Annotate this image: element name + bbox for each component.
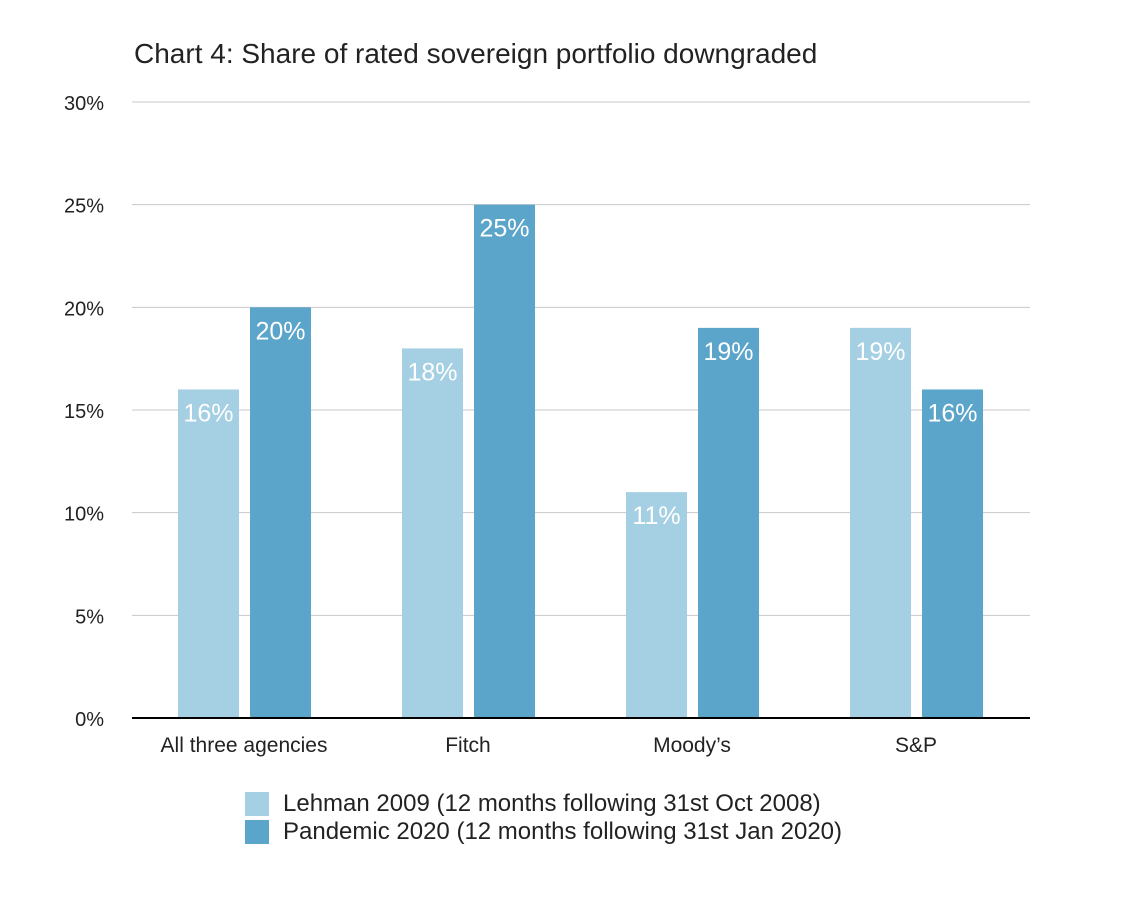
legend-item-lehman-2009: Lehman 2009 (12 months following 31st Oc… bbox=[245, 790, 842, 818]
legend: Lehman 2009 (12 months following 31st Oc… bbox=[245, 790, 842, 846]
bar-series-1-category-2 bbox=[698, 327, 759, 718]
bar-series-1-category-1 bbox=[474, 204, 535, 718]
legend-swatch-pandemic-2020 bbox=[245, 820, 269, 844]
bar-series-0-category-0 bbox=[178, 389, 239, 718]
data-label: 19% bbox=[703, 338, 753, 366]
y-tick-label: 10% bbox=[64, 504, 104, 526]
chart-title: Chart 4: Share of rated sovereign portfo… bbox=[134, 38, 818, 69]
x-tick-label: Fitch bbox=[445, 734, 491, 757]
legend-label-lehman-2009: Lehman 2009 (12 months following 31st Oc… bbox=[283, 790, 821, 817]
bar-series-0-category-1 bbox=[402, 348, 463, 718]
y-tick-label: 25% bbox=[64, 196, 104, 218]
legend-item-pandemic-2020: Pandemic 2020 (12 months following 31st … bbox=[245, 818, 842, 846]
y-tick-label: 30% bbox=[64, 93, 104, 115]
data-label: 25% bbox=[479, 215, 529, 243]
legend-label-pandemic-2020: Pandemic 2020 (12 months following 31st … bbox=[283, 818, 843, 845]
data-label: 16% bbox=[927, 399, 977, 427]
bar-series-1-category-3 bbox=[922, 389, 983, 718]
data-label: 16% bbox=[183, 399, 233, 427]
y-tick-label: 0% bbox=[75, 709, 104, 731]
bar-series-0-category-2 bbox=[626, 492, 687, 718]
data-label: 18% bbox=[407, 358, 457, 386]
legend-swatch-lehman-2009 bbox=[245, 792, 269, 816]
x-tick-label: Moody’s bbox=[653, 734, 731, 757]
y-tick-label: 20% bbox=[64, 298, 104, 320]
data-label: 20% bbox=[255, 317, 305, 345]
x-tick-label: All three agencies bbox=[161, 734, 328, 757]
y-tick-label: 15% bbox=[64, 401, 104, 423]
y-tick-label: 5% bbox=[75, 606, 104, 628]
bar-series-0-category-3 bbox=[850, 327, 911, 718]
data-label: 11% bbox=[632, 502, 680, 530]
x-tick-label: S&P bbox=[895, 734, 937, 757]
data-label: 19% bbox=[855, 338, 905, 366]
bar-series-1-category-0 bbox=[250, 307, 311, 718]
